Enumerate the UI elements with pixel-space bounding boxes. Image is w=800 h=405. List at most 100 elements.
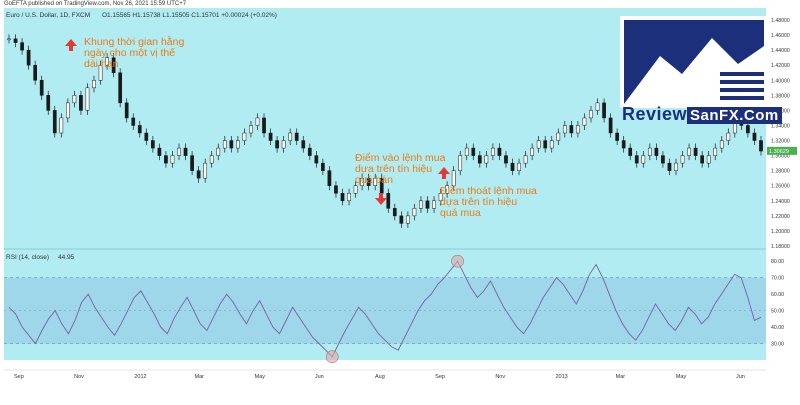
price-candle [602, 102, 606, 119]
last-price-tag [767, 146, 797, 155]
price-candle [79, 95, 83, 111]
price-candle [281, 140, 286, 149]
price-tick-label: 1.22000 [771, 214, 790, 220]
price-candle [713, 147, 718, 156]
price-candle [288, 132, 293, 141]
price-candle [340, 193, 345, 202]
rsi-tick-label: 50.00 [771, 309, 784, 315]
annotation-exit: Điểm thoát lệnh mua dựa trên tín hiệu qu… [440, 185, 537, 219]
symbol-title: Euro / U.S. Dollar, 1D, FXCM [6, 12, 91, 19]
price-candle [209, 155, 214, 164]
price-candle [242, 132, 247, 141]
price-tick-label: 1.44000 [771, 48, 790, 54]
price-candle [680, 155, 685, 164]
price-candle [262, 117, 266, 134]
price-candle [556, 132, 561, 141]
rsi-tick-label: 40.00 [771, 325, 784, 331]
price-candle [59, 117, 64, 134]
logo-text: Review SanFX.Com [622, 104, 782, 125]
price-candle [569, 125, 574, 134]
price-candle [634, 155, 639, 164]
price-candle [497, 147, 502, 156]
price-candle [196, 170, 201, 179]
price-tick-label: 1.32000 [771, 139, 790, 145]
price-candle [641, 155, 646, 164]
price-candle [654, 147, 659, 156]
price-candle [576, 125, 580, 134]
price-candle [386, 193, 391, 209]
published-info: GoEFTA published on TradingView.com, Nov… [4, 1, 187, 7]
price-candle [183, 147, 188, 156]
price-candle [406, 215, 410, 224]
price-candle [131, 117, 136, 126]
price-candle [615, 132, 619, 141]
price-candle [687, 147, 691, 156]
x-tick-label: Aug [375, 374, 385, 380]
price-candle [229, 140, 234, 149]
price-candle [700, 155, 704, 164]
price-candle [177, 147, 181, 156]
price-candle [327, 170, 332, 186]
price-tick-label: 1.26000 [771, 184, 790, 190]
price-candle [26, 49, 31, 66]
price-candle [412, 208, 417, 217]
price-candle [726, 132, 731, 141]
price-candle [307, 147, 312, 156]
price-candle [360, 177, 364, 186]
price-candle [66, 102, 70, 119]
price-candle [719, 140, 724, 149]
price-candle [118, 72, 123, 104]
x-tick-label: Nov [495, 374, 505, 380]
price-candle [523, 155, 528, 164]
x-tick-label: May [676, 374, 687, 380]
price-candle [151, 140, 155, 149]
annotation-entry: Điểm vào lệnh mua dựa trên tín hiệu quá … [355, 152, 446, 186]
price-candle [582, 117, 587, 126]
price-candle [334, 185, 338, 194]
logo-suffix: SanFX.Com [687, 107, 782, 124]
x-tick-label: Sep [435, 374, 445, 380]
price-candle [203, 162, 208, 179]
arrow-down-icon [375, 193, 387, 205]
price-candle [33, 64, 38, 81]
price-tick-label: 1.46000 [771, 33, 790, 39]
price-candle [170, 155, 175, 164]
rsi-line [8, 260, 762, 358]
price-candle [661, 155, 665, 164]
price-tick-label: 1.30000 [771, 154, 790, 160]
price-candle [249, 125, 253, 134]
price-tick-label: 1.38000 [771, 93, 790, 99]
arrow-up-icon [438, 167, 450, 179]
x-tick-label: 2013 [556, 374, 568, 380]
price-candle [314, 155, 319, 164]
rsi-last-value: 44.95 [58, 254, 75, 261]
rsi-tick-label: 60.00 [771, 292, 784, 298]
price-candle [693, 147, 698, 156]
price-candle [504, 155, 508, 164]
rsi-title: RSI (14, close) [6, 254, 49, 261]
x-tick-label: Jun [736, 374, 745, 380]
price-candle [425, 200, 430, 209]
price-candle [674, 162, 678, 171]
overbought-marker [451, 254, 464, 268]
price-candle [373, 177, 378, 186]
price-candle [530, 147, 534, 156]
price-candle [92, 80, 96, 89]
price-candle [392, 208, 397, 217]
price-candle [432, 200, 436, 209]
price-candle [164, 155, 168, 164]
rsi-tick-label: 70.00 [771, 276, 784, 282]
price-candle [562, 125, 567, 134]
price-candle [621, 140, 626, 149]
price-tick-label: 1.20000 [771, 229, 790, 235]
price-candle [517, 162, 521, 171]
price-candle [124, 102, 129, 119]
price-candle [543, 140, 548, 149]
price-candle [190, 155, 194, 171]
price-candle [111, 57, 116, 73]
price-candle [399, 215, 404, 224]
price-candle [589, 110, 593, 119]
ohlc-readout: O1.15565 H1.15738 L1.15505 C1.15701 +0.0… [102, 12, 277, 19]
price-candle [321, 162, 325, 171]
rsi-tick-label: 30.00 [771, 342, 784, 348]
